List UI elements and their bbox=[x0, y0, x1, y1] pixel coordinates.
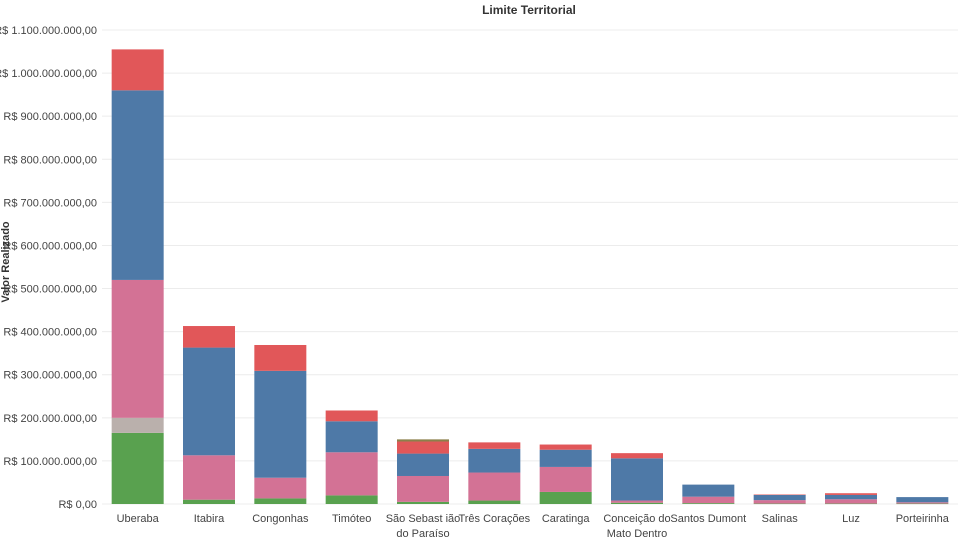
bar-segment-green[interactable] bbox=[825, 503, 877, 505]
x-tick-label: Congonhas bbox=[252, 513, 309, 525]
bar-segment-blue[interactable] bbox=[183, 347, 235, 456]
x-axis-ticks: Uberaba Itabira Congonhas Timóteo São Sebast… bbox=[117, 513, 950, 540]
bar-segment-red[interactable] bbox=[468, 442, 521, 449]
x-tick-label: São Sebast ião do Paraíso bbox=[386, 513, 461, 540]
bar-segment-blue[interactable] bbox=[896, 497, 949, 503]
y-tick-label: R$ 0,00 bbox=[58, 499, 97, 511]
bar-segment-blue[interactable] bbox=[468, 448, 521, 473]
bar-segment-blue[interactable] bbox=[611, 458, 663, 501]
y-tick-label: R$ 500.000.000,00 bbox=[3, 284, 97, 296]
bar-segment-red[interactable] bbox=[397, 441, 449, 454]
x-tick-label: Salinas bbox=[762, 513, 799, 525]
bar-segment-pink[interactable] bbox=[325, 452, 378, 496]
y-tick-label: R$ 400.000.000,00 bbox=[3, 327, 97, 339]
bar-segment-pink[interactable] bbox=[254, 477, 307, 499]
bar-segment-green[interactable] bbox=[468, 500, 521, 504]
y-tick-label: R$ 1.100.000.000,00 bbox=[0, 25, 97, 37]
y-tick-label: R$ 200.000.000,00 bbox=[3, 413, 97, 425]
bar-segment-green[interactable] bbox=[183, 499, 235, 504]
chart-title: Limite Territorial bbox=[482, 3, 576, 17]
y-tick-label: R$ 600.000.000,00 bbox=[3, 240, 97, 252]
bar-segment-pink[interactable] bbox=[896, 502, 949, 504]
x-tick-label: Uberaba bbox=[117, 513, 160, 525]
x-tick-label: Conceição do Mato Dentro bbox=[603, 513, 670, 540]
bar-segment-pink[interactable] bbox=[825, 499, 877, 504]
bar-segment-green[interactable] bbox=[611, 502, 663, 504]
bar-segment-red[interactable] bbox=[611, 453, 663, 459]
bar-segment-red[interactable] bbox=[325, 410, 378, 422]
bar-segment-green[interactable] bbox=[254, 498, 307, 504]
bar-segment-red[interactable] bbox=[111, 49, 164, 91]
bar-segment-pink[interactable] bbox=[611, 500, 663, 503]
y-tick-label: R$ 1.000.000.000,00 bbox=[0, 68, 97, 80]
y-tick-label: R$ 700.000.000,00 bbox=[3, 197, 97, 209]
bar-segment-blue[interactable] bbox=[753, 494, 806, 501]
x-tick-label: Timóteo bbox=[332, 513, 371, 525]
bar-segment-green[interactable] bbox=[325, 495, 378, 504]
x-tick-label: Caratinga bbox=[542, 513, 591, 525]
bar-segment-pink[interactable] bbox=[753, 500, 806, 504]
bar-segment-blue[interactable] bbox=[397, 453, 449, 476]
bar-segment-pink[interactable] bbox=[539, 466, 592, 492]
y-tick-label: R$ 100.000.000,00 bbox=[3, 456, 97, 468]
bar-segment-blue[interactable] bbox=[539, 449, 592, 467]
bar-segment-green[interactable] bbox=[753, 503, 806, 505]
bar-segment-green[interactable] bbox=[111, 432, 164, 504]
bar-segment-pink[interactable] bbox=[682, 496, 735, 504]
bar-segment-green[interactable] bbox=[397, 501, 449, 504]
bar-segment-blue[interactable] bbox=[825, 494, 877, 500]
bar-segment-gray[interactable] bbox=[111, 417, 164, 433]
gridlines bbox=[102, 29, 958, 505]
x-tick-label: Luz bbox=[842, 513, 860, 525]
y-axis-label: Valor Realizado bbox=[0, 221, 12, 303]
y-axis-ticks: R$ 0,00 R$ 100.000.000,00 R$ 200.000.000,0… bbox=[0, 25, 97, 511]
bar-segment-pink[interactable] bbox=[468, 472, 521, 501]
x-tick-label: Porteirinha bbox=[896, 513, 950, 525]
bar-segment-red[interactable] bbox=[539, 444, 592, 450]
bar-segment-blue[interactable] bbox=[682, 484, 735, 497]
bar-segment-blue[interactable] bbox=[111, 90, 164, 280]
bar-segment-pink[interactable] bbox=[111, 279, 164, 418]
bar-segment-green[interactable] bbox=[539, 491, 592, 504]
x-tick-label: Itabira bbox=[194, 513, 225, 525]
bars bbox=[111, 49, 949, 505]
x-tick-label: Santos Dumont bbox=[670, 513, 746, 525]
bar-segment-olive[interactable] bbox=[397, 439, 449, 442]
bar-segment-blue[interactable] bbox=[254, 370, 307, 478]
bar-segment-red[interactable] bbox=[753, 494, 806, 496]
bar-segment-red[interactable] bbox=[183, 326, 235, 348]
bar-segment-blue[interactable] bbox=[325, 421, 378, 453]
bar-segment-pink[interactable] bbox=[183, 455, 235, 500]
y-tick-label: R$ 900.000.000,00 bbox=[3, 111, 97, 123]
bar-segment-pink[interactable] bbox=[397, 475, 449, 502]
bar-segment-green[interactable] bbox=[682, 503, 735, 504]
bar-segment-red[interactable] bbox=[825, 493, 877, 495]
bar-segment-red[interactable] bbox=[254, 344, 307, 371]
y-tick-label: R$ 300.000.000,00 bbox=[3, 370, 97, 382]
y-tick-label: R$ 800.000.000,00 bbox=[3, 154, 97, 166]
x-tick-label: Três Corações bbox=[458, 513, 530, 525]
bar-segment-green[interactable] bbox=[896, 503, 949, 505]
